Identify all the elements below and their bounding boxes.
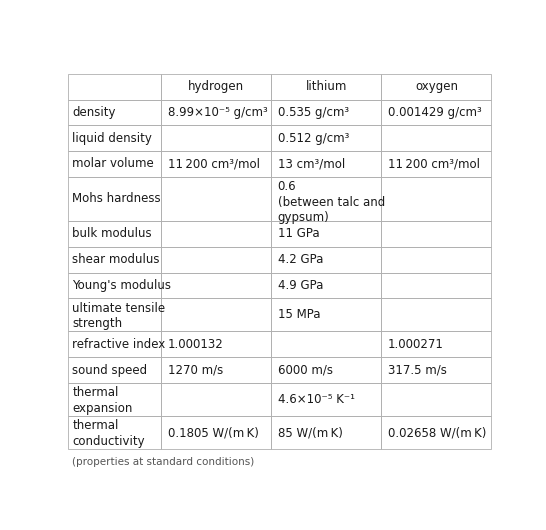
Bar — [271, 100, 381, 125]
Text: (properties at standard conditions): (properties at standard conditions) — [73, 457, 255, 466]
Bar — [162, 151, 271, 177]
Text: 13 cm³/mol: 13 cm³/mol — [278, 157, 345, 171]
Bar — [162, 100, 271, 125]
Bar — [381, 151, 491, 177]
Text: Mohs hardness: Mohs hardness — [73, 192, 161, 206]
Bar — [271, 416, 381, 449]
Text: oxygen: oxygen — [415, 80, 458, 93]
Bar — [68, 331, 162, 357]
Bar — [381, 247, 491, 272]
Text: 0.1805 W/(m K): 0.1805 W/(m K) — [168, 426, 259, 439]
Bar — [162, 221, 271, 247]
Bar — [271, 272, 381, 298]
Text: shear modulus: shear modulus — [73, 253, 160, 266]
Text: 11 200 cm³/mol: 11 200 cm³/mol — [388, 157, 480, 171]
Bar — [381, 298, 491, 331]
Bar — [271, 221, 381, 247]
Text: 1.000271: 1.000271 — [388, 338, 443, 351]
Bar — [271, 247, 381, 272]
Bar — [381, 416, 491, 449]
Bar — [162, 272, 271, 298]
Text: 1.000132: 1.000132 — [168, 338, 223, 351]
Bar — [162, 125, 271, 151]
Text: thermal
expansion: thermal expansion — [73, 386, 133, 415]
Text: hydrogen: hydrogen — [188, 80, 245, 93]
Text: liquid density: liquid density — [73, 132, 152, 145]
Text: 1270 m/s: 1270 m/s — [168, 364, 223, 377]
Text: refractive index: refractive index — [73, 338, 166, 351]
Bar — [68, 357, 162, 383]
Bar — [271, 74, 381, 100]
Text: 0.001429 g/cm³: 0.001429 g/cm³ — [388, 106, 482, 119]
Bar — [381, 272, 491, 298]
Text: 0.6
(between talc and
gypsum): 0.6 (between talc and gypsum) — [278, 180, 385, 224]
Text: ultimate tensile
strength: ultimate tensile strength — [73, 302, 165, 330]
Text: density: density — [73, 106, 116, 119]
Bar — [68, 247, 162, 272]
Text: 317.5 m/s: 317.5 m/s — [388, 364, 447, 377]
Bar — [68, 298, 162, 331]
Bar — [271, 125, 381, 151]
Bar — [162, 416, 271, 449]
Text: 4.9 GPa: 4.9 GPa — [278, 279, 323, 292]
Text: 85 W/(m K): 85 W/(m K) — [278, 426, 342, 439]
Text: thermal
conductivity: thermal conductivity — [73, 419, 145, 448]
Bar — [68, 125, 162, 151]
Text: 0.02658 W/(m K): 0.02658 W/(m K) — [388, 426, 486, 439]
Bar — [271, 298, 381, 331]
Bar — [68, 272, 162, 298]
Text: 11 GPa: 11 GPa — [278, 227, 319, 241]
Text: 4.6×10⁻⁵ K⁻¹: 4.6×10⁻⁵ K⁻¹ — [278, 393, 355, 406]
Bar — [162, 357, 271, 383]
Text: sound speed: sound speed — [73, 364, 147, 377]
Text: Young's modulus: Young's modulus — [73, 279, 171, 292]
Text: molar volume: molar volume — [73, 157, 154, 171]
Bar — [381, 357, 491, 383]
Bar — [271, 383, 381, 416]
Text: 11 200 cm³/mol: 11 200 cm³/mol — [168, 157, 260, 171]
Bar — [381, 221, 491, 247]
Text: 0.535 g/cm³: 0.535 g/cm³ — [278, 106, 349, 119]
Bar — [381, 125, 491, 151]
Bar — [68, 177, 162, 221]
Text: 8.99×10⁻⁵ g/cm³: 8.99×10⁻⁵ g/cm³ — [168, 106, 268, 119]
Bar — [162, 74, 271, 100]
Text: lithium: lithium — [306, 80, 347, 93]
Bar — [162, 298, 271, 331]
Bar — [271, 357, 381, 383]
Bar — [68, 74, 162, 100]
Bar — [381, 383, 491, 416]
Bar — [271, 331, 381, 357]
Bar — [162, 177, 271, 221]
Bar — [162, 331, 271, 357]
Bar — [68, 221, 162, 247]
Bar — [381, 331, 491, 357]
Bar — [68, 416, 162, 449]
Text: 0.512 g/cm³: 0.512 g/cm³ — [278, 132, 349, 145]
Text: bulk modulus: bulk modulus — [73, 227, 152, 241]
Bar — [381, 74, 491, 100]
Bar — [381, 100, 491, 125]
Text: 6000 m/s: 6000 m/s — [278, 364, 333, 377]
Text: 15 MPa: 15 MPa — [278, 308, 320, 321]
Bar — [162, 247, 271, 272]
Bar — [68, 383, 162, 416]
Bar — [381, 177, 491, 221]
Text: 4.2 GPa: 4.2 GPa — [278, 253, 323, 266]
Bar — [271, 151, 381, 177]
Bar — [162, 383, 271, 416]
Bar — [68, 100, 162, 125]
Bar — [68, 151, 162, 177]
Bar — [271, 177, 381, 221]
